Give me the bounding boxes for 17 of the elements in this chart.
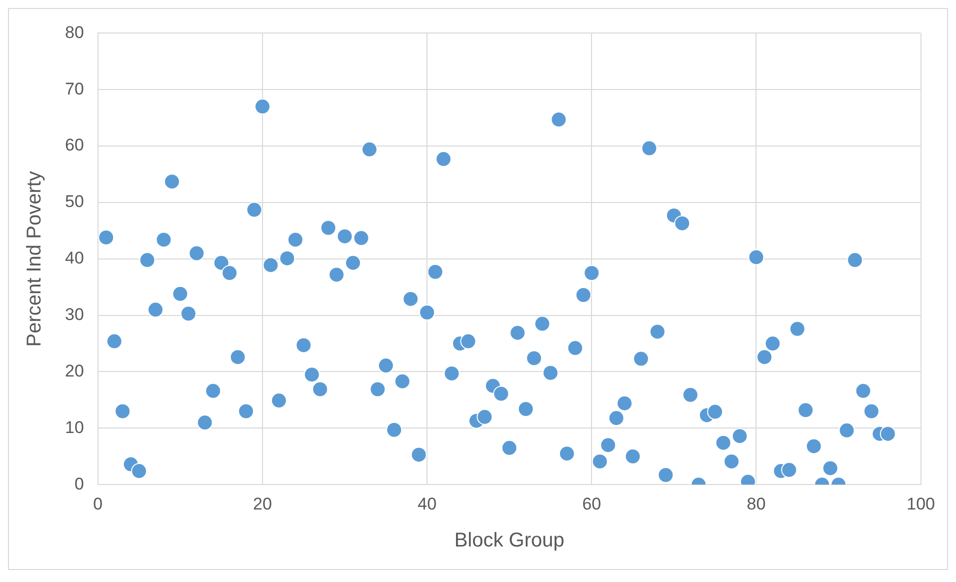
y-tick-label: 20 [64, 361, 84, 380]
x-tick-label: 0 [93, 494, 103, 514]
y-tick-label: 0 [74, 474, 84, 494]
y-tick-label: 50 [64, 192, 84, 212]
y-tick-label: 60 [64, 136, 84, 155]
y-tick-label: 70 [64, 79, 84, 98]
y-tick-label: 80 [64, 22, 84, 42]
y-axis-title: Percent Ind Poverty [24, 171, 46, 347]
x-axis-title: Block Group [454, 530, 564, 552]
x-tick-label: 100 [906, 494, 936, 514]
x-tick-label: 40 [418, 494, 437, 514]
x-tick-label: 20 [253, 494, 272, 514]
x-tick-label: 80 [746, 494, 766, 514]
y-tick-label: 10 [64, 418, 84, 437]
x-tick-label: 60 [582, 494, 602, 514]
y-tick-label: 40 [64, 248, 84, 268]
y-tick-label: 30 [64, 305, 84, 324]
